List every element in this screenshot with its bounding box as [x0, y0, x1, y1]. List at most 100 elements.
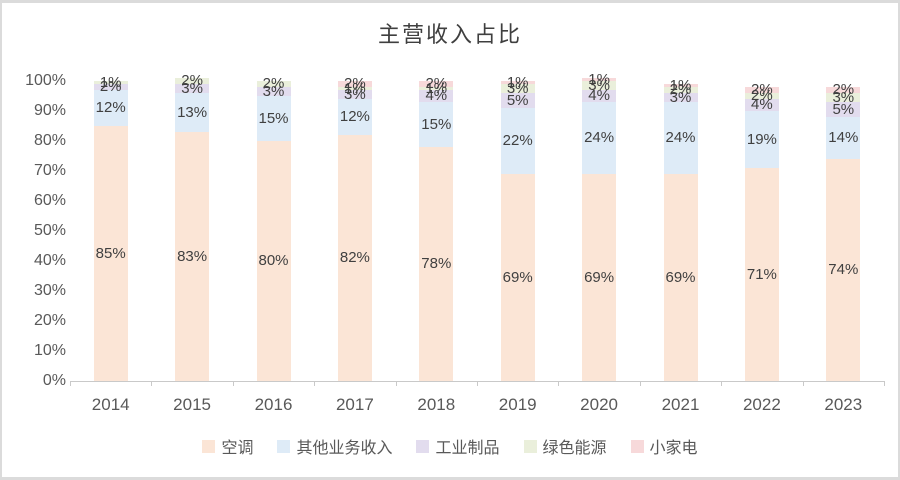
legend-label: 空调 [221, 440, 254, 457]
data-label: 2% [99, 78, 122, 95]
legend-item: 小家电 [630, 434, 698, 458]
bar-segment [500, 108, 535, 174]
data-label: 24% [584, 129, 615, 146]
bar-segment [93, 81, 128, 84]
y-axis-tick-label: 50% [33, 222, 66, 239]
data-label: 24% [665, 129, 696, 146]
bar-segment [500, 84, 535, 93]
bar-segment [256, 81, 291, 87]
data-label: 2% [425, 75, 448, 92]
data-label: 5% [506, 91, 529, 109]
data-label: 12% [95, 99, 126, 116]
y-axis-tick-label: 60% [33, 192, 66, 209]
y-axis-tick-label: 40% [33, 252, 66, 269]
bar-segment [663, 102, 698, 174]
bar-segment [826, 102, 861, 117]
data-label: 1% [99, 73, 122, 91]
bar-segment [93, 126, 128, 381]
data-label: 19% [746, 130, 777, 148]
legend-label: 小家电 [649, 440, 698, 457]
y-axis-tick-label: 100% [25, 72, 66, 89]
data-label: 74% [828, 261, 859, 278]
bar-segment [93, 84, 128, 90]
x-axis-category-label: 2014 [91, 395, 130, 414]
y-axis-tick-label: 30% [33, 282, 66, 299]
data-label: 5% [832, 100, 855, 118]
x-axis-tickmark [314, 381, 316, 386]
y-axis-tick-label: 70% [33, 162, 66, 179]
data-label: 2% [832, 81, 855, 98]
data-label: 3% [506, 79, 529, 97]
data-label: 1% [344, 79, 366, 97]
bar-segment [500, 174, 535, 381]
x-axis-category-label: 2020 [580, 395, 618, 414]
data-label: 83% [177, 247, 208, 265]
data-label: 2% [181, 72, 203, 89]
data-label: 14% [828, 129, 859, 146]
plot-area: 0% 10% 20% 30% 40% 50% 60% 70% 80% 90% 100% 2014 20… [2, 3, 898, 477]
x-axis-category-label: 2016 [254, 395, 293, 414]
bar-segment [337, 87, 372, 90]
data-label: 1% [669, 76, 692, 94]
bar-segment [256, 96, 291, 141]
data-label: 78% [421, 255, 452, 272]
data-label: 82% [339, 249, 370, 266]
bar-segment [744, 168, 779, 381]
bar-segment [744, 99, 779, 111]
bar-segment [826, 117, 861, 159]
data-label: 2% [751, 87, 773, 104]
data-label: 3% [344, 85, 366, 103]
legend-swatch-icon [523, 439, 537, 453]
bar-segment [500, 81, 535, 84]
y-axis-tick-label: 90% [33, 102, 66, 119]
y-axis-tick-label: 10% [33, 342, 66, 359]
legend-swatch-icon [202, 439, 216, 453]
bar-segment [663, 84, 698, 87]
bar-segment [256, 87, 291, 96]
bar-segment [582, 102, 617, 174]
data-label: 80% [258, 252, 289, 269]
y-axis-tick-label: 0% [42, 372, 66, 389]
data-label: 2% [262, 75, 285, 92]
x-axis-tickmark [232, 381, 234, 386]
legend-swatch-icon [416, 439, 430, 453]
bar-segment [337, 90, 372, 99]
chart-title: 主营收入占比 [377, 22, 522, 47]
x-axis-tickmark [151, 381, 153, 386]
data-label: 15% [421, 115, 452, 133]
bar-segment [582, 78, 617, 81]
bar-segment [256, 141, 291, 381]
data-label: 4% [751, 96, 773, 113]
bar-segment [826, 159, 861, 381]
legend-label: 其他业务收入 [296, 440, 393, 457]
data-label: 3% [181, 79, 203, 97]
data-label: 69% [502, 268, 533, 286]
x-axis-category-label: 2023 [824, 395, 863, 414]
data-label: 69% [584, 268, 615, 286]
data-label: 1% [425, 79, 448, 97]
x-axis-category-label: 2015 [173, 395, 211, 414]
data-label: 3% [832, 88, 855, 106]
bar-segment [826, 93, 861, 102]
bar-segment [744, 111, 779, 168]
legend-label: 工业制品 [435, 440, 500, 457]
x-axis-tickmark [639, 381, 641, 386]
bar-segment [175, 78, 210, 84]
data-label: 71% [746, 265, 777, 283]
bar-segment [419, 147, 454, 381]
x-axis-tickmark [395, 381, 397, 386]
legend: 空调 其他业务收入 工业制品 绿色能源 小家电 [2, 434, 898, 458]
x-axis-category-label: 2017 [335, 395, 374, 414]
x-axis-tickmark [884, 381, 885, 386]
bar-segment [582, 174, 617, 381]
legend-item: 其他业务收入 [277, 434, 392, 458]
data-label: 2% [344, 75, 366, 92]
bar-segment [419, 90, 454, 102]
data-label: 3% [262, 82, 285, 100]
bar-segment [337, 81, 372, 87]
bar-segment [744, 87, 779, 93]
bar-segment [663, 174, 698, 381]
x-axis-category-label: 2019 [498, 395, 537, 414]
bar-segment [500, 93, 535, 108]
